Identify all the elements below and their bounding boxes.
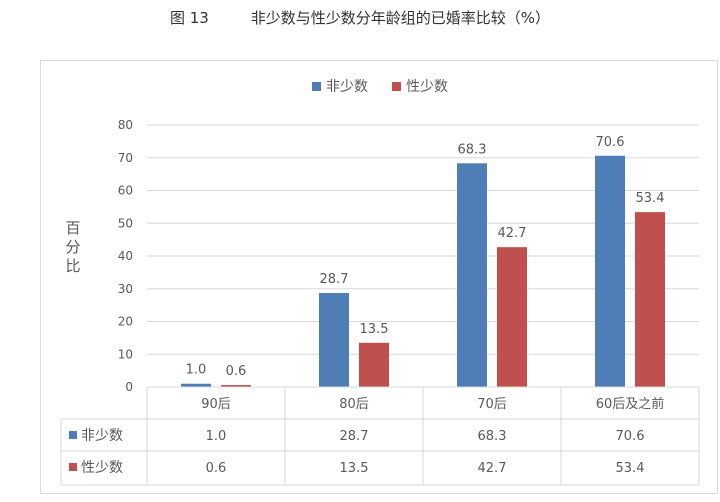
y-tick-label: 70 [118,151,133,165]
y-tick-label: 30 [118,282,133,296]
table-swatch-2 [69,463,77,471]
table-cell: 0.6 [206,461,227,476]
table-row-label: 性少数 [81,460,123,476]
bar-series-1 [457,163,487,387]
x-tick-label: 60后及之前 [596,396,665,412]
table-cell: 42.7 [478,461,507,476]
figure-title: 图 13 非少数与性少数分年龄组的已婚率比较（%） [0,7,720,28]
x-tick-label: 80后 [339,397,369,412]
data-label: 0.6 [226,364,247,379]
table-swatch-1 [69,431,77,439]
bar-series-1 [595,155,625,387]
y-tick-label: 20 [118,315,133,329]
bar-series-2 [359,342,389,387]
bar-series-2 [221,385,251,387]
data-label: 1.0 [186,363,207,378]
bar-series-2 [497,247,527,387]
y-tick-label: 80 [118,118,133,132]
table-row-label: 非少数 [81,428,123,444]
table-cell: 68.3 [478,429,507,444]
bar-series-1 [319,293,349,387]
data-label: 68.3 [458,142,487,157]
y-tick-label: 10 [118,347,133,361]
bar-series-2 [635,212,665,387]
data-label: 70.6 [596,135,625,150]
figure-title-text: 非少数与性少数分年龄组的已婚率比较（%） [250,9,551,27]
y-tick-label: 60 [118,184,133,198]
x-tick-label: 70后 [477,397,507,412]
y-tick-label: 40 [118,249,133,263]
table-cell: 70.6 [616,429,645,444]
y-tick-label: 50 [118,216,133,230]
data-label: 42.7 [498,226,527,241]
legend-label-1: 非少数 [326,79,368,95]
figure-number: 图 13 [169,9,209,27]
legend-swatch-2 [392,82,401,91]
legend-label-2: 性少数 [406,79,448,95]
y-tick-label: 0 [125,380,133,394]
data-label: 28.7 [320,272,349,287]
data-label: 53.4 [636,191,665,206]
table-cell: 53.4 [616,461,645,476]
data-label: 13.5 [360,322,389,337]
bar-series-1 [181,383,211,387]
x-tick-label: 90后 [201,397,231,412]
y-axis-label: 百分比 [65,219,80,275]
table-cell: 1.0 [206,429,227,444]
chart-frame: 0 10 20 30 40 50 60 70 80 百分比 非少数 性少数 1.0 0.6 28.7 13.5… [40,60,718,494]
legend-swatch-1 [312,82,321,91]
table-cell: 13.5 [340,461,369,476]
table-cell: 28.7 [340,429,369,444]
